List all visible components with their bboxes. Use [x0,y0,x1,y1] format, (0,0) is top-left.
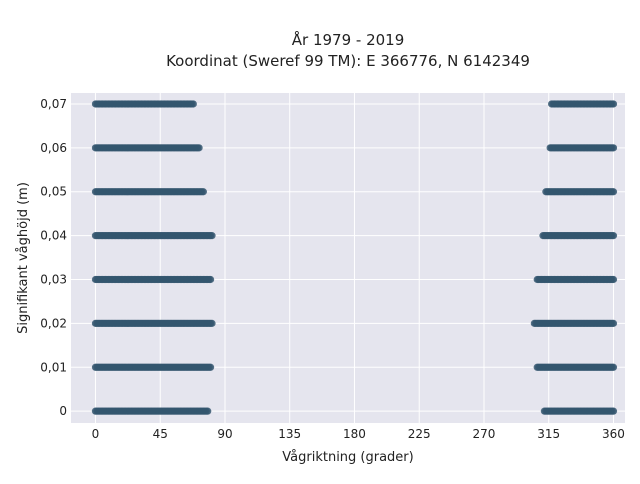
y-tick-label: 0 [59,404,67,418]
scatter-point [208,319,216,327]
y-tick-label: 0,05 [40,185,67,199]
scatter-point [204,407,212,415]
y-tick-label: 0,01 [40,360,67,374]
y-tick-label: 0,07 [40,97,67,111]
y-axis-label: Signifikant våghöjd (m) [16,182,31,334]
chart-subtitle: Koordinat (Sweref 99 TM): E 366776, N 61… [166,52,530,70]
x-tick-label: 360 [602,427,625,441]
scatter-point [609,319,618,327]
tick-labels: 0 45 90 135 180 225 270 315 360 0 0,01 0,02 0,03 0,04… [40,97,625,441]
data-points [91,100,618,415]
y-tick-label: 0,03 [40,273,67,287]
x-tick-label: 270 [473,427,496,441]
scatter-point [609,100,618,108]
scatter-point [208,232,216,240]
scatter-point [609,188,618,196]
y-tick-label: 0,06 [40,141,67,155]
scatter-point [609,275,618,284]
x-tick-label: 90 [217,427,232,441]
scatter-point [206,363,215,371]
y-tick-label: 0,04 [40,229,67,243]
x-tick-label: 0 [92,427,100,441]
scatter-point [609,363,618,371]
scatter-point [609,144,618,152]
x-tick-label: 225 [408,427,431,441]
x-tick-label: 180 [343,427,366,441]
x-tick-label: 315 [537,427,560,441]
scatter-point [199,188,207,196]
plot-area [71,93,625,423]
scatter-point [609,232,618,240]
x-tick-label: 135 [278,427,301,441]
scatter-point [195,144,203,152]
chart-title: År 1979 - 2019 [292,30,405,49]
x-tick-label: 45 [153,427,168,441]
x-axis-label: Vågriktning (grader) [282,450,413,465]
y-tick-label: 0,02 [40,316,67,330]
scatter-point [206,275,215,284]
scatter-point [189,100,197,108]
scatter-point [609,407,618,415]
